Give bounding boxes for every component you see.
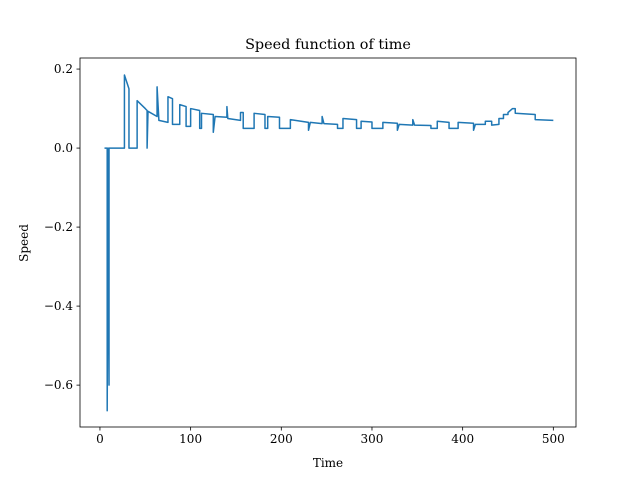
x-tick-label: 500 (542, 432, 565, 446)
chart-title: Speed function of time (245, 37, 411, 53)
x-axis-label: Time (313, 456, 343, 470)
x-tick-label: 200 (270, 432, 293, 446)
plot-frame (79, 57, 577, 428)
x-tick-label: 300 (361, 432, 384, 446)
y-tick-label: −0.6 (44, 378, 73, 392)
y-tick-label: 0.2 (54, 62, 73, 76)
y-tick-label: −0.4 (44, 299, 74, 313)
x-tick-label: 400 (451, 432, 474, 446)
y-tick-label: 0.0 (54, 141, 73, 155)
data-line (104, 74, 554, 412)
x-tick-label: 100 (179, 432, 202, 446)
x-tick-label: 0 (96, 432, 104, 446)
y-axis-label: Speed (17, 224, 31, 262)
y-tick-label: −0.2 (44, 220, 73, 234)
